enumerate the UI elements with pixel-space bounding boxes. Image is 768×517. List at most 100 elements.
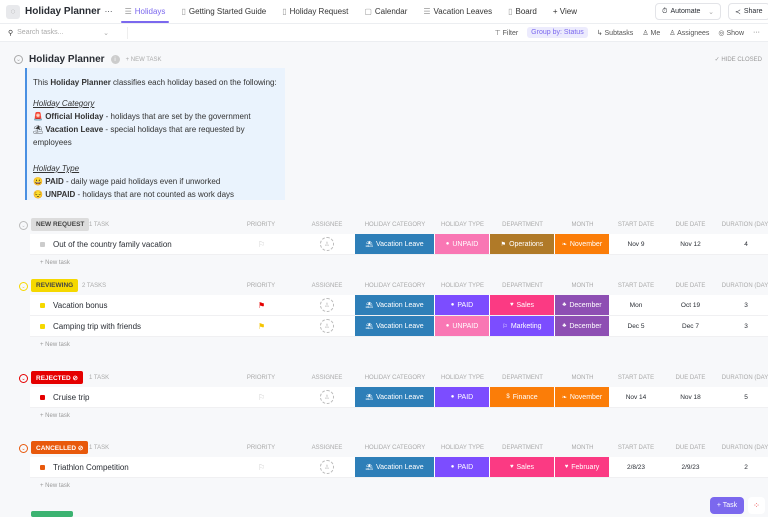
column-header[interactable]: DEPARTMENT bbox=[502, 375, 543, 381]
assignee-icon[interactable]: ♙ bbox=[320, 298, 334, 312]
column-header[interactable]: HOLIDAY CATEGORY bbox=[364, 222, 426, 228]
column-header[interactable]: ASSIGNEE bbox=[311, 222, 343, 228]
info-icon[interactable]: i bbox=[110, 55, 120, 64]
column-header[interactable]: MONTH bbox=[571, 375, 594, 381]
column-header[interactable]: HOLIDAY CATEGORY bbox=[364, 375, 426, 381]
tab-vacation-leaves[interactable]: ☰ Vacation Leaves bbox=[415, 0, 500, 24]
new-task-button[interactable]: + New task bbox=[40, 260, 70, 266]
status-square-icon[interactable] bbox=[40, 242, 45, 247]
start-date[interactable]: Nov 14 bbox=[625, 393, 647, 401]
task-row[interactable]: Out of the country family vacation ⚐ ♙ ⛱ Vac… bbox=[30, 234, 768, 255]
column-header[interactable]: DEPARTMENT bbox=[502, 445, 543, 451]
status-square-icon[interactable] bbox=[40, 395, 45, 400]
column-header[interactable]: DURATION (DAYS) bbox=[721, 375, 768, 381]
new-task-button[interactable]: + NEW TASK bbox=[125, 56, 162, 63]
column-header[interactable]: HOLIDAY CATEGORY bbox=[364, 283, 426, 289]
column-header[interactable]: DUE DATE bbox=[675, 283, 706, 289]
collapse-icon[interactable]: ⌄ bbox=[19, 444, 28, 453]
hide-closed-button[interactable]: ✓ HIDE CLOSED bbox=[714, 57, 762, 63]
search-input[interactable]: ⚲ Search tasks... ⌄ bbox=[0, 26, 128, 39]
new-task-button[interactable]: + New task bbox=[40, 413, 70, 419]
status-square-icon[interactable] bbox=[40, 324, 45, 329]
holiday-category-cell[interactable]: ⛱ Vacation Leave bbox=[355, 316, 435, 336]
holiday-type-cell[interactable]: ● UNPAID bbox=[435, 234, 490, 254]
due-date[interactable]: Nov 12 bbox=[680, 240, 701, 248]
task-row[interactable]: Triathlon Competition ⚐ ♙ ⛱ Vacation Leave ● P… bbox=[30, 457, 768, 478]
status-badge[interactable]: REJECTED ⊘ bbox=[31, 371, 83, 384]
filter-button[interactable]: ⊤ Filter bbox=[494, 29, 519, 37]
group-by-button[interactable]: Group by: Status bbox=[527, 27, 588, 38]
tab-getting-started-guide[interactable]: ▯ Getting Started Guide bbox=[173, 0, 274, 24]
more-icon[interactable]: ··· bbox=[753, 29, 760, 36]
column-header[interactable]: ASSIGNEE bbox=[311, 283, 343, 289]
new-task-button[interactable]: + New task bbox=[40, 342, 70, 348]
column-header[interactable]: DURATION (DAYS) bbox=[721, 283, 768, 289]
department-cell[interactable]: ♥ Sales bbox=[490, 295, 555, 315]
start-date[interactable]: Nov 9 bbox=[627, 240, 645, 248]
holiday-category-cell[interactable]: ⛱ Vacation Leave bbox=[355, 457, 435, 477]
task-row[interactable]: Cruise trip ⚐ ♙ ⛱ Vacation Leave ● PAID $ Financ… bbox=[30, 387, 768, 408]
column-header[interactable]: DUE DATE bbox=[675, 222, 706, 228]
assignee-icon[interactable]: ♙ bbox=[320, 319, 334, 333]
tab-holiday-request[interactable]: ▯ Holiday Request bbox=[274, 0, 356, 24]
column-header[interactable]: HOLIDAY TYPE bbox=[440, 222, 485, 228]
add-task-button[interactable]: + Task bbox=[710, 497, 744, 514]
assignees-button[interactable]: ♙ Assignees bbox=[669, 29, 710, 37]
holiday-category-cell[interactable]: ⛱ Vacation Leave bbox=[355, 234, 435, 254]
column-header[interactable]: HOLIDAY TYPE bbox=[440, 445, 485, 451]
collapse-icon[interactable]: ⌄ bbox=[19, 282, 28, 291]
column-header[interactable]: DUE DATE bbox=[675, 445, 706, 451]
assignee-icon[interactable]: ♙ bbox=[320, 237, 334, 251]
column-header[interactable]: START DATE bbox=[617, 375, 655, 381]
tab-board[interactable]: ▯ Board bbox=[500, 0, 545, 24]
column-header[interactable]: PRIORITY bbox=[246, 445, 276, 451]
priority-flag-icon[interactable]: ⚐ bbox=[258, 462, 266, 472]
more-icon[interactable]: ··· bbox=[104, 7, 113, 16]
priority-flag-icon[interactable]: ⚐ bbox=[258, 392, 266, 402]
month-cell[interactable]: ♣ December bbox=[555, 316, 610, 336]
holiday-type-cell[interactable]: ● PAID bbox=[435, 387, 490, 407]
column-header[interactable]: PRIORITY bbox=[246, 222, 276, 228]
department-cell[interactable]: $ Finance bbox=[490, 387, 555, 407]
column-header[interactable]: PRIORITY bbox=[246, 283, 276, 289]
collapse-icon[interactable]: ⌄ bbox=[14, 55, 23, 64]
me-button[interactable]: ♙ Me bbox=[642, 29, 661, 37]
task-row[interactable]: Vacation bonus ⚑ ♙ ⛱ Vacation Leave ● PAID ♥ Sal… bbox=[30, 295, 768, 316]
department-cell[interactable]: ⚐ Marketing bbox=[490, 316, 555, 336]
next-group-badge[interactable] bbox=[31, 511, 73, 517]
month-cell[interactable]: ❧ November bbox=[555, 387, 610, 407]
column-header[interactable]: MONTH bbox=[571, 283, 594, 289]
status-square-icon[interactable] bbox=[40, 465, 45, 470]
task-row[interactable]: Camping trip with friends ⚑ ♙ ⛱ Vacation Lea… bbox=[30, 316, 768, 337]
month-cell[interactable]: ♣ December bbox=[555, 295, 610, 315]
assignee-icon[interactable]: ♙ bbox=[320, 390, 334, 404]
column-header[interactable]: START DATE bbox=[617, 222, 655, 228]
column-header[interactable]: START DATE bbox=[617, 283, 655, 289]
column-header[interactable]: HOLIDAY CATEGORY bbox=[364, 445, 426, 451]
holiday-category-cell[interactable]: ⛱ Vacation Leave bbox=[355, 295, 435, 315]
chevron-down-icon[interactable]: ⌄ bbox=[103, 29, 109, 37]
priority-flag-icon[interactable]: ⚐ bbox=[258, 239, 266, 249]
start-date[interactable]: Mon bbox=[629, 301, 643, 309]
tab--view[interactable]: + View bbox=[545, 0, 585, 24]
task-name[interactable]: Cruise trip bbox=[53, 392, 90, 402]
column-header[interactable]: MONTH bbox=[571, 445, 594, 451]
holiday-type-cell[interactable]: ● PAID bbox=[435, 457, 490, 477]
subtasks-button[interactable]: ↳ Subtasks bbox=[596, 29, 634, 37]
priority-flag-icon[interactable]: ⚑ bbox=[258, 300, 266, 310]
task-name[interactable]: Vacation bonus bbox=[53, 300, 108, 310]
column-header[interactable]: ASSIGNEE bbox=[311, 375, 343, 381]
task-name[interactable]: Camping trip with friends bbox=[53, 321, 142, 331]
new-task-button[interactable]: + New task bbox=[40, 483, 70, 489]
status-badge[interactable]: NEW REQUEST bbox=[31, 218, 90, 231]
start-date[interactable]: 2/8/23 bbox=[626, 463, 646, 471]
status-square-icon[interactable] bbox=[40, 303, 45, 308]
column-header[interactable]: DEPARTMENT bbox=[502, 222, 543, 228]
column-header[interactable]: MONTH bbox=[571, 222, 594, 228]
task-name[interactable]: Triathlon Competition bbox=[53, 462, 129, 472]
holiday-type-cell[interactable]: ● PAID bbox=[435, 295, 490, 315]
holiday-type-cell[interactable]: ● UNPAID bbox=[435, 316, 490, 336]
show-button[interactable]: ◎ Show bbox=[718, 29, 744, 37]
column-header[interactable]: DEPARTMENT bbox=[502, 283, 543, 289]
collapse-icon[interactable]: ⌄ bbox=[19, 374, 28, 383]
